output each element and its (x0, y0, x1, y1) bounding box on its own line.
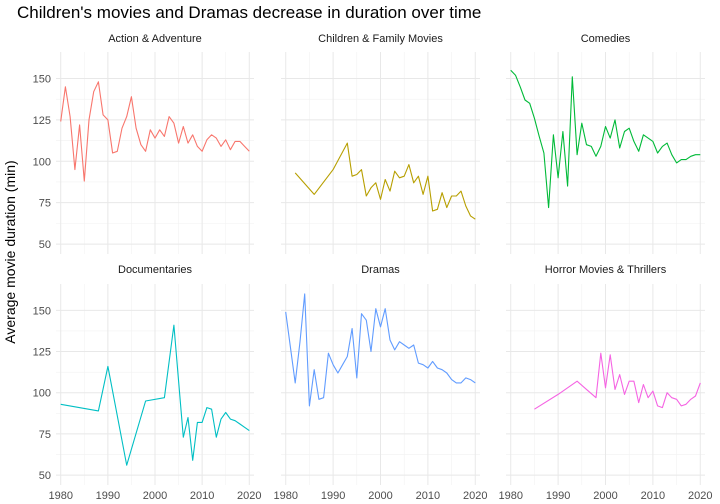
chart-title: Children's movies and Dramas decrease in… (17, 3, 481, 22)
facet-panel-3: Documentaries 50 75 100 125 150 1980 1990 2000 20… (33, 264, 262, 502)
y-tick-label: 50 (39, 470, 51, 482)
x-tick-label: 1990 (96, 490, 120, 502)
y-tick-label: 75 (39, 429, 51, 441)
facet-panel-0: Action & Adventure 50 75 100 125 150 (33, 33, 254, 254)
y-tick-label: 125 (33, 115, 51, 127)
facet-title: Action & Adventure (108, 33, 202, 45)
facet-title: Dramas (361, 264, 400, 276)
y-tick-label: 125 (33, 347, 51, 359)
facet-panels: Action & Adventure 50 75 100 125 150 Children … (33, 33, 713, 502)
x-tick-label: 1980 (498, 490, 522, 502)
facet-panel-4: Dramas 1980 1990 2000 2010 2020 (273, 264, 487, 502)
series-line (510, 69, 701, 209)
series-line (534, 352, 701, 410)
facet-title: Documentaries (118, 264, 192, 276)
x-tick-label: 2020 (237, 490, 261, 502)
x-tick-label: 2020 (688, 490, 712, 502)
series-line (60, 324, 250, 466)
x-tick-label: 1980 (273, 490, 297, 502)
x-tick-label: 2000 (368, 490, 392, 502)
x-tick-label: 2010 (641, 490, 665, 502)
x-tick-label: 2010 (416, 490, 440, 502)
x-tick-label: 2000 (593, 490, 617, 502)
y-axis-label: Average movie duration (min) (2, 160, 18, 343)
y-tick-label: 100 (33, 156, 51, 168)
y-tick-label: 150 (33, 73, 51, 85)
series-line (294, 142, 476, 220)
x-tick-label: 2020 (463, 490, 487, 502)
x-tick-label: 1980 (48, 490, 72, 502)
series-line (60, 81, 250, 182)
y-tick-label: 75 (39, 198, 51, 210)
x-tick-label: 1990 (321, 490, 345, 502)
y-tick-label: 50 (39, 239, 51, 251)
facet-title: Horror Movies & Thrillers (545, 264, 667, 276)
y-tick-label: 150 (33, 305, 51, 317)
facet-title: Comedies (581, 33, 631, 45)
y-tick-label: 100 (33, 388, 51, 400)
x-tick-label: 1990 (546, 490, 570, 502)
facet-panel-1: Children & Family Movies (281, 33, 480, 254)
x-tick-label: 2000 (143, 490, 167, 502)
facet-panel-5: Horror Movies & Thrillers 1980 1990 2000 201… (498, 264, 712, 502)
facet-title: Children & Family Movies (318, 33, 443, 45)
x-tick-label: 2010 (190, 490, 214, 502)
series-line (285, 293, 476, 407)
facet-panel-2: Comedies (506, 33, 705, 254)
